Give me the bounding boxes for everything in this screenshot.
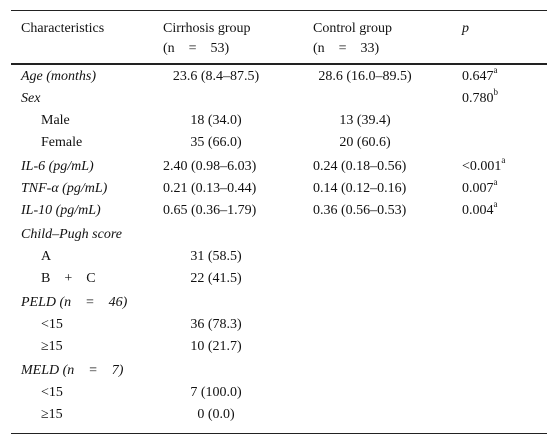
cirrhosis-value: 31 (58.5) (190, 249, 242, 264)
characteristics-table: Characteristics Cirrhosis group (n = 53)… (11, 10, 547, 434)
row-label: IL-10 (pg/mL) (21, 203, 101, 218)
row-label: Child–Pugh score (21, 227, 122, 242)
row-label: Male (41, 113, 70, 128)
p-value: 0.007a (462, 177, 498, 196)
control-value: 0.14 (0.12–0.16) (313, 181, 407, 196)
row-label: MELD (n = 7) (21, 363, 124, 378)
cirrhosis-value: 0.65 (0.36–1.79) (163, 203, 257, 218)
row-label: TNF-α (pg/mL) (21, 181, 108, 196)
header-characteristics: Characteristics (21, 21, 105, 36)
cirrhosis-value: 7 (100.0) (190, 385, 242, 400)
control-value: 20 (60.6) (339, 135, 391, 150)
cirrhosis-value: 22 (41.5) (190, 271, 242, 286)
control-value: 28.6 (16.0–89.5) (318, 69, 412, 84)
cirrhosis-value: 10 (21.7) (190, 339, 242, 354)
control-value: 0.24 (0.18–0.56) (313, 159, 407, 174)
row-label: B + C (41, 271, 96, 286)
p-value: 0.780b (462, 87, 498, 106)
control-value: 13 (39.4) (339, 113, 391, 128)
header-p: p (462, 21, 469, 36)
control-value: 0.36 (0.56–0.53) (313, 203, 407, 218)
header-control: Control group (313, 21, 392, 36)
p-value: 0.647a (462, 65, 498, 84)
header-cirrhosis-n: (n = 53) (163, 41, 230, 56)
header-rule (11, 63, 547, 65)
cirrhosis-value: 18 (34.0) (190, 113, 242, 128)
p-value: <0.001a (462, 155, 506, 174)
cirrhosis-value: 2.40 (0.98–6.03) (163, 159, 257, 174)
row-label: <15 (41, 385, 63, 400)
cirrhosis-value: 35 (66.0) (190, 135, 242, 150)
row-label: <15 (41, 317, 63, 332)
row-label: Age (months) (21, 69, 97, 84)
row-label: ≥15 (41, 407, 63, 422)
cirrhosis-value: 36 (78.3) (190, 317, 242, 332)
row-label: Sex (21, 91, 41, 106)
row-label: IL-6 (pg/mL) (21, 159, 94, 174)
row-label: Female (41, 135, 83, 150)
row-label: A (41, 249, 52, 264)
row-label: PELD (n = 46) (21, 295, 128, 310)
header-cirrhosis: Cirrhosis group (163, 21, 251, 36)
cirrhosis-value: 23.6 (8.4–87.5) (172, 69, 260, 84)
header-control-n: (n = 33) (313, 41, 380, 56)
cirrhosis-value: 0 (0.0) (197, 407, 235, 422)
p-value: 0.004a (462, 199, 498, 218)
cirrhosis-value: 0.21 (0.13–0.44) (163, 181, 257, 196)
row-label: ≥15 (41, 339, 63, 354)
